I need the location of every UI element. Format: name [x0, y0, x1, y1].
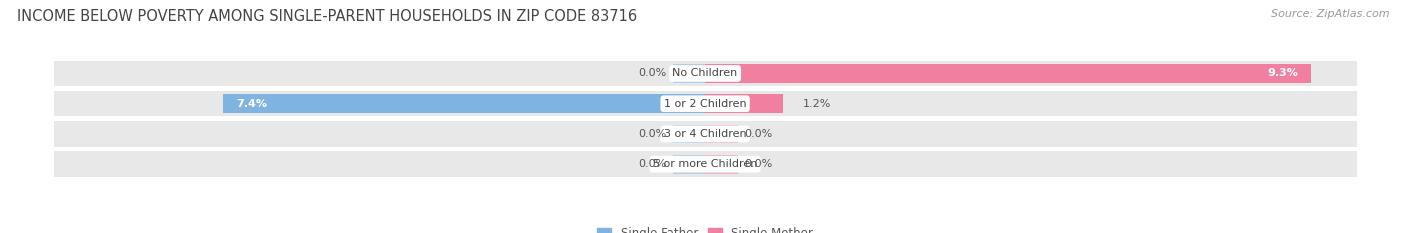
Bar	[672, 64, 706, 83]
Bar	[53, 61, 1357, 86]
Bar	[706, 125, 738, 143]
Text: 0.0%: 0.0%	[638, 159, 666, 169]
Text: INCOME BELOW POVERTY AMONG SINGLE-PARENT HOUSEHOLDS IN ZIP CODE 83716: INCOME BELOW POVERTY AMONG SINGLE-PARENT…	[17, 9, 637, 24]
Text: 0.0%: 0.0%	[744, 129, 772, 139]
Bar	[53, 121, 1357, 147]
Bar	[672, 155, 706, 174]
Text: 0.0%: 0.0%	[638, 69, 666, 79]
Bar	[706, 64, 1310, 83]
Text: 7.4%: 7.4%	[236, 99, 267, 109]
Text: 1.2%: 1.2%	[803, 99, 831, 109]
Bar	[53, 91, 1357, 116]
Text: No Children: No Children	[672, 69, 738, 79]
Text: 1 or 2 Children: 1 or 2 Children	[664, 99, 747, 109]
Text: 5 or more Children: 5 or more Children	[652, 159, 758, 169]
Text: 3 or 4 Children: 3 or 4 Children	[664, 129, 747, 139]
Text: 0.0%: 0.0%	[744, 159, 772, 169]
Text: 9.3%: 9.3%	[1267, 69, 1298, 79]
Bar	[706, 155, 738, 174]
Bar	[53, 151, 1357, 177]
Bar	[706, 94, 783, 113]
Bar	[672, 125, 706, 143]
Text: 0.0%: 0.0%	[638, 129, 666, 139]
Legend: Single Father, Single Mother: Single Father, Single Mother	[592, 223, 818, 233]
Text: Source: ZipAtlas.com: Source: ZipAtlas.com	[1271, 9, 1389, 19]
Bar	[224, 94, 706, 113]
